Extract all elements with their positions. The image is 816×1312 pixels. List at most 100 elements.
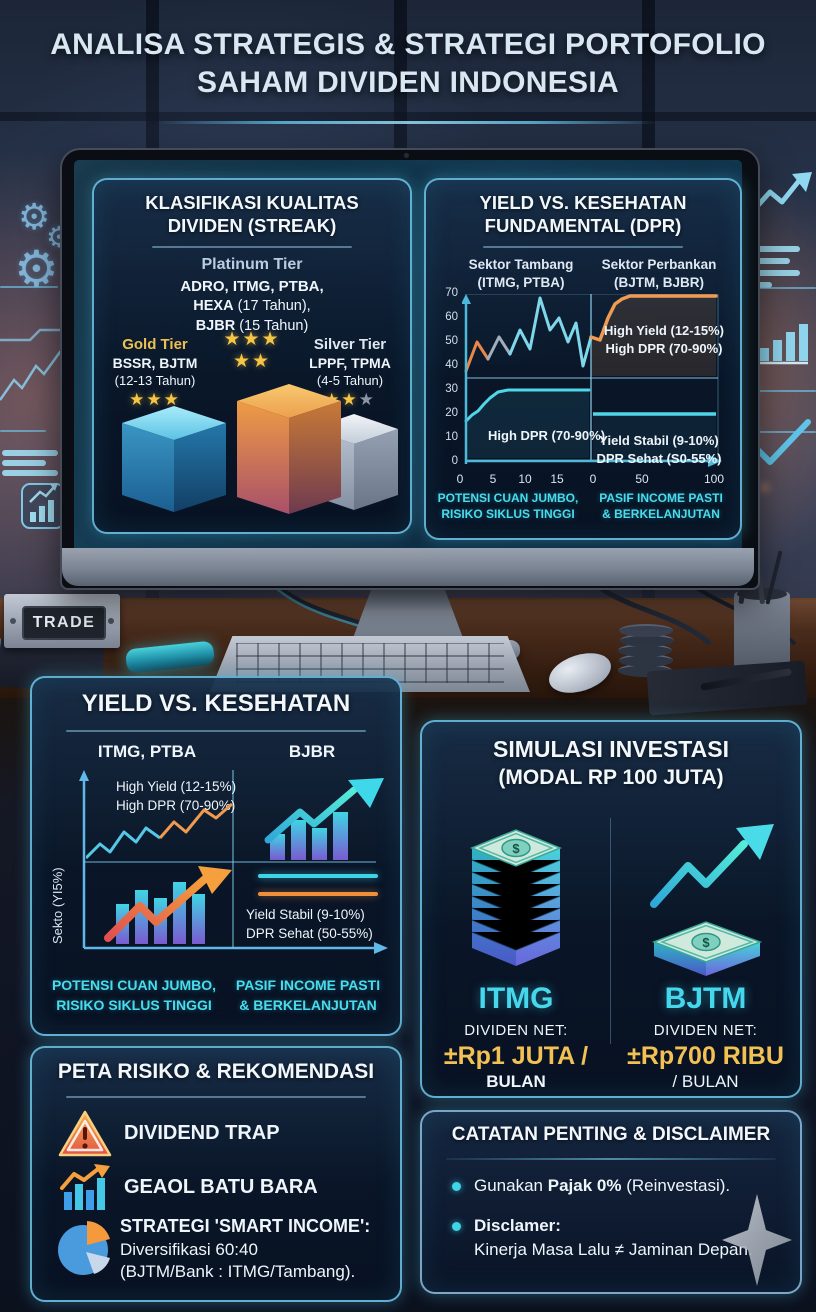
- risk-item-label-line3: (BJTM/Bank : ITMG/Tambang).: [120, 1262, 356, 1281]
- caption-line2: & BERKELANJUTAN: [239, 996, 377, 1013]
- divider: [66, 1096, 366, 1098]
- silver-years: (4-5 Tahun): [316, 373, 384, 388]
- menu-lines-icon: [2, 470, 58, 476]
- x-tick: 0: [589, 472, 597, 486]
- decor-connector-line: [0, 286, 58, 288]
- coal-bars-arrow-icon: [104, 866, 232, 944]
- risk-item-label-bold: STRATEGI 'SMART INCOME':: [120, 1216, 371, 1236]
- y-tick: 70: [445, 287, 458, 299]
- coal-trend-icon: [60, 1164, 110, 1210]
- dpr-quadrant-chart: [462, 294, 722, 467]
- header-line1: Sektor Tambang: [468, 257, 574, 272]
- caption-line1: PASIF INCOME PASTI: [599, 491, 723, 505]
- label-tl: High Yield (12-15%) High DPR (70-90%): [116, 778, 236, 816]
- header-line1: Sektor Perbankan: [601, 257, 717, 272]
- coin-stack: [619, 624, 673, 637]
- y-tick: 0: [451, 455, 458, 467]
- panel-title: CATATAN PENTING & DISCLAIMER: [451, 1124, 771, 1145]
- monitor-chin: [62, 548, 754, 586]
- disclaimer-text: Kinerja Masa Lalu ≠ Jaminan Depan.: [474, 1240, 753, 1259]
- gold-tier-label: Gold Tier: [122, 336, 188, 353]
- silver-tier-label: Silver Tier: [313, 336, 387, 353]
- monitor-stand-neck: [350, 584, 466, 646]
- platinum-stars-row1-icon: ★★★: [223, 329, 281, 350]
- decor-connector-line: [744, 390, 816, 392]
- x-tick: 100: [703, 472, 725, 486]
- label-line2: High DPR (70-90%): [605, 340, 723, 356]
- sector-header-right: Sektor Perbankan (BJTM, BJBR): [584, 256, 734, 291]
- trade-block-screw: [10, 618, 16, 624]
- decor-connector-line: [744, 431, 816, 433]
- note-pajak: Gunakan Pajak 0% (Reinvestasi).: [474, 1176, 730, 1196]
- gold-years: (12-13 Tahun): [114, 373, 196, 388]
- trade-block: TRADE: [4, 594, 120, 648]
- x-tick: 5: [489, 472, 497, 486]
- gold-stars-icon: ★★★: [129, 390, 181, 409]
- ticker: HEXA: [193, 298, 234, 314]
- yield-line-chart: [86, 802, 233, 860]
- note-bold: Pajak 0%: [547, 1176, 622, 1195]
- panel-peta-risiko: PETA RISIKO & REKOMENDASI DIVIDEND TRAP …: [30, 1046, 402, 1302]
- gold-stocks: BSSR, BJTM: [112, 355, 198, 371]
- pie-chart-icon: [58, 1221, 110, 1275]
- quadrant-axes: [79, 770, 388, 954]
- bar-chart-decor-icon: [752, 318, 808, 365]
- label-line2: High DPR (70-90%): [116, 797, 236, 813]
- y-tick: 30: [445, 383, 458, 395]
- decor-connector-line: [740, 287, 816, 289]
- window-mullion-horizontal: [0, 112, 816, 121]
- menu-lines-icon: [754, 246, 800, 252]
- quadrant-header-left: ITMG, PTBA: [97, 742, 197, 761]
- panel-title-line2: (MODAL RP 100 JUTA): [498, 766, 724, 789]
- bullet-dot-icon: [452, 1222, 461, 1231]
- growth-bars-arrow-icon: [264, 778, 384, 860]
- page-title-line2: SAHAM DIVIDEN INDONESIA: [197, 65, 619, 99]
- dividen-amount: ±Rp700 RIBU: [627, 1042, 784, 1070]
- decor-connector-line: [0, 430, 46, 432]
- label-line1: High Yield (12-15%): [116, 779, 237, 794]
- y-tick: 20: [445, 407, 458, 419]
- y-axis-label: Sekto (YI5%): [50, 867, 65, 944]
- bullet-dot-icon: [452, 1182, 461, 1191]
- gear-icon: ⚙: [14, 241, 59, 297]
- money-stack-icon: $: [470, 829, 562, 966]
- y-tick: 50: [445, 335, 458, 347]
- caption-left: POTENSI CUAN JUMBO, RISIKO SIKLUS TINGGI: [434, 490, 582, 522]
- sector-header-left: Sektor Tambang (ITMG, PTBA): [446, 256, 596, 291]
- dividen-amount: ±Rp1 JUTA /: [443, 1042, 589, 1070]
- platinum-stars-row2-icon: ★★: [232, 351, 272, 372]
- warning-triangle-icon: [58, 1110, 112, 1157]
- panel-title: YIELD VS. KESEHATAN: [81, 690, 351, 717]
- panel-catatan-disclaimer: CATATAN PENTING & DISCLAIMER Gunakan Paj…: [420, 1110, 802, 1294]
- label-line1: Yield Stabil (9-10%): [246, 907, 365, 922]
- dividen-period: BULAN: [486, 1072, 546, 1091]
- trade-block-screw: [108, 618, 114, 624]
- panel-title-line2: FUNDAMENTAL (DPR): [484, 214, 682, 236]
- header-line2: (ITMG, PTBA): [477, 274, 565, 290]
- caption-line1: PASIF INCOME PASTI: [235, 977, 381, 993]
- disclaimer-bold: Disclamer:: [474, 1216, 561, 1235]
- divider: [66, 730, 366, 732]
- gear-icon: ⚙: [18, 196, 51, 237]
- note-pre: Gunakan: [474, 1176, 548, 1195]
- ticker-bjtm: BJTM: [664, 982, 747, 1015]
- label-line2: DPR Sehat (S0-55%): [596, 451, 722, 467]
- gray-star-icon: ★: [358, 390, 376, 409]
- risk-item-label-line2: Diversifikasi 60:40: [120, 1240, 258, 1259]
- y-tick: 10: [445, 431, 458, 443]
- stable-line-teal: [258, 874, 378, 878]
- trade-block-label: TRADE: [22, 606, 106, 640]
- x-tick: 0: [456, 472, 464, 486]
- tier-podium-cubes: [122, 384, 398, 514]
- panel-title-line2: DIVIDEN (STREAK): [167, 214, 337, 236]
- panel-yield-kesehatan: YIELD VS. KESEHATAN ITMG, PTBA BJBR High…: [30, 676, 402, 1036]
- dollar-sign-icon: $: [702, 935, 710, 950]
- trend-up-arrow-icon: [750, 172, 812, 215]
- caption-line1: POTENSI CUAN JUMBO,: [437, 491, 579, 505]
- caption-right: PASIF INCOME PASTI & BERKELANJUTAN: [228, 976, 388, 1015]
- city-bokeh-lights: [0, 0, 5, 5]
- dividen-net-label: DIVIDEN NET:: [464, 1022, 568, 1039]
- years: (17 Tahun),: [233, 298, 311, 314]
- panel-title: KLASIFIKASI KUALITAS DIVIDEN (STREAK): [94, 192, 410, 237]
